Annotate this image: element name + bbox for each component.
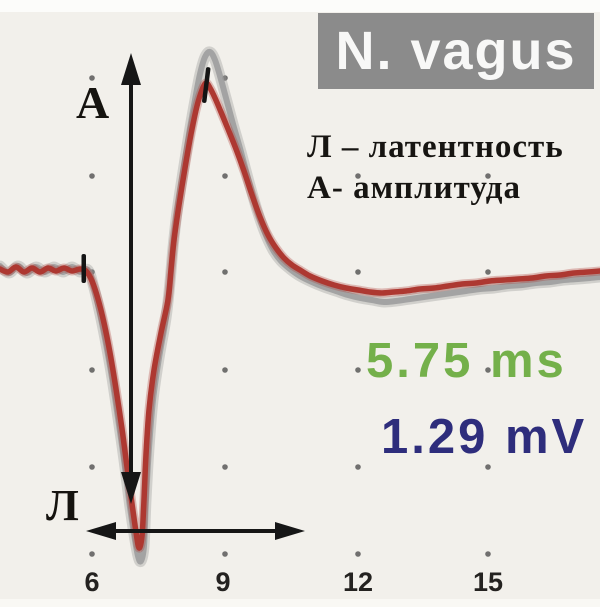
peak-cursor-tick	[202, 67, 211, 103]
amplitude-arrow	[121, 53, 141, 504]
amplitude-value: 1.29 mV	[381, 410, 588, 464]
top-edge-strip	[0, 0, 600, 12]
latency-value: 5.75 ms	[366, 334, 567, 388]
bottom-edge-strip	[0, 599, 600, 607]
axis-tick-label: 12	[342, 567, 374, 597]
x-axis: 6 9 12 15	[0, 567, 600, 597]
legend-amplitude-line: А- амплитуда	[307, 170, 521, 206]
latency-arrow	[86, 522, 305, 540]
annotation-layer	[81, 53, 305, 540]
latency-letter-label: Л	[46, 481, 79, 530]
title-box: N. vagus	[318, 13, 594, 89]
latency-cursor-tick	[81, 254, 86, 283]
legend: Л – латентность А- амплитуда	[307, 127, 597, 209]
amplitude-letter-label: А	[76, 77, 110, 128]
legend-latency-line: Л – латентность	[307, 129, 564, 165]
axis-tick-label: 6	[84, 567, 100, 597]
axis-tick-label: 9	[215, 567, 231, 597]
page-title: N. vagus	[335, 21, 577, 81]
axis-tick-label: 15	[472, 567, 504, 597]
